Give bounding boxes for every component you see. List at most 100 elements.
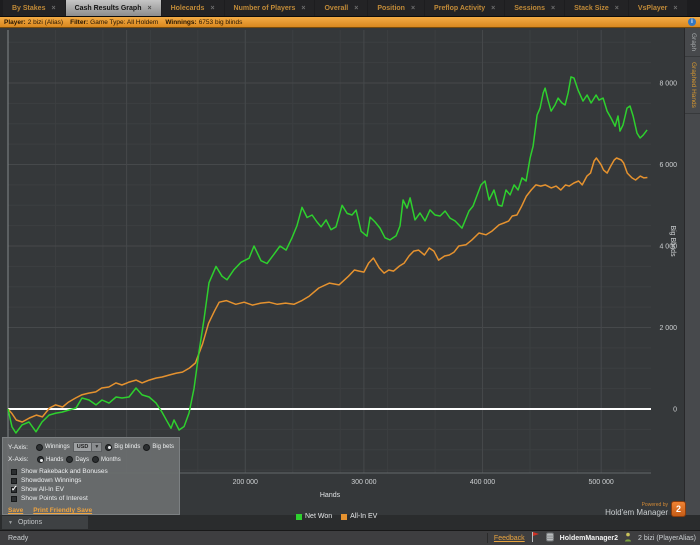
- all-in-ev-label: All-In EV: [350, 513, 378, 520]
- graph-options-panel: Y-Axis: Winnings USD ▼ Big blinds Big bets X…: [2, 437, 180, 515]
- x-axis-radio-days[interactable]: [66, 456, 74, 463]
- feedback-link[interactable]: Feedback: [493, 534, 525, 542]
- checkbox-row: ✓ Show All-In EV: [8, 483, 174, 494]
- x-axis-radio-hands[interactable]: [37, 456, 44, 463]
- tab-position[interactable]: Position ×: [368, 0, 425, 16]
- tab-holecards[interactable]: Holecards ×: [161, 0, 224, 16]
- radio-label: Days: [75, 456, 90, 463]
- checkbox-show-all-in-ev[interactable]: ✓: [11, 483, 18, 493]
- close-icon[interactable]: ×: [410, 4, 416, 12]
- tab-preflop-activity[interactable]: Preflop Activity ×: [425, 0, 505, 16]
- radio-label: Winnings: [45, 444, 70, 450]
- close-icon[interactable]: ×: [147, 4, 152, 12]
- tab-label: Overall: [324, 4, 349, 12]
- checkbox-row: Show Points of Interest: [8, 494, 174, 503]
- tab-label: Preflop Activity: [434, 4, 486, 12]
- svg-text:300 000: 300 000: [351, 479, 376, 486]
- player-value: 2 bizi (Alias): [27, 18, 64, 26]
- svg-text:8 000: 8 000: [659, 81, 677, 88]
- check-icon: ✓: [11, 483, 18, 493]
- checkbox-show-points-of-interest[interactable]: [11, 495, 17, 502]
- player-label: Player:: [4, 18, 26, 26]
- close-icon[interactable]: ×: [550, 4, 556, 12]
- checkbox-label: Show Points of Interest: [21, 495, 88, 502]
- tab-graphed-hands-vertical[interactable]: Graphed Hands: [685, 57, 700, 114]
- options-collapse-tab[interactable]: ▼ Options: [2, 516, 88, 529]
- tab-vsplayer[interactable]: VsPlayer ×: [628, 0, 687, 16]
- close-icon[interactable]: ×: [51, 4, 56, 12]
- checkbox-label: Show All-In EV: [21, 486, 64, 493]
- tab-graph-vertical[interactable]: Graph: [685, 28, 700, 58]
- svg-text:0: 0: [673, 407, 677, 414]
- tab-label: Cash Results Graph: [74, 4, 142, 12]
- tab-label: VsPlayer: [637, 4, 668, 12]
- x-axis-radio-months[interactable]: [92, 456, 100, 463]
- info-icon[interactable]: i: [688, 18, 696, 26]
- svg-text:200 000: 200 000: [233, 479, 258, 486]
- tab-sessions[interactable]: Sessions ×: [505, 0, 565, 16]
- y-axis-radio-winnings[interactable]: [36, 443, 44, 451]
- status-right-group: Feedback HoldemManager2 2 bizi (PlayerAl…: [486, 532, 700, 544]
- powered-by-line: Powered by: [641, 501, 668, 508]
- save-link[interactable]: Save: [8, 507, 24, 514]
- radio-label: Big blinds: [114, 444, 141, 450]
- flag-icon: [531, 532, 540, 544]
- net-won-swatch: [296, 513, 302, 520]
- status-ready-text: Ready: [8, 534, 29, 542]
- checkbox-show-rakeback-and-bonuses[interactable]: [11, 468, 17, 475]
- currency-value: USD: [72, 442, 93, 452]
- close-icon[interactable]: ×: [673, 4, 678, 12]
- checkbox-label: Show Rakeback and Bonuses: [21, 468, 108, 475]
- legend-item-net-won: Net Won: [296, 513, 332, 520]
- tab-by-stakes[interactable]: By Stakes ×: [3, 0, 65, 16]
- tab-number-of-players[interactable]: Number of Players ×: [224, 0, 315, 16]
- close-icon[interactable]: ×: [210, 4, 215, 12]
- app-name-text: HoldemManager2: [559, 534, 619, 542]
- radio-label: Hands: [46, 456, 64, 463]
- options-tab-label: Options: [17, 519, 43, 526]
- checkbox-showdown-winnings[interactable]: [11, 477, 17, 484]
- y-axis-label: Y-Axis:: [8, 443, 28, 451]
- checkbox-option-list: Show Rakeback and Bonuses Showdown Winnin…: [8, 467, 174, 503]
- checkbox-label: Showdown Winnings: [21, 477, 82, 484]
- powered-by-text: Powered by Hold'em Manager: [605, 502, 668, 517]
- close-icon[interactable]: ×: [354, 4, 359, 12]
- y-axis-radio-big-blinds[interactable]: [105, 443, 113, 451]
- chart-legend: Net Won All-In EV: [296, 513, 377, 520]
- tab-cash-results-graph[interactable]: Cash Results Graph ×: [65, 0, 161, 16]
- x-axis-option-row: X-Axis: Hands Days Months: [8, 456, 174, 463]
- svg-text:Big Blinds: Big Blinds: [669, 225, 676, 257]
- radio-label: Big bets: [152, 444, 174, 450]
- svg-text:2 000: 2 000: [659, 325, 677, 332]
- chevron-down-icon[interactable]: ▼: [92, 442, 103, 452]
- winnings-value: 6753 big blinds: [198, 18, 243, 26]
- player-filter-bar: Player: 2 bizi (Alias) Filter: Game Type…: [0, 16, 700, 28]
- close-icon[interactable]: ×: [491, 4, 496, 12]
- close-icon[interactable]: ×: [301, 4, 306, 12]
- net-won-label: Net Won: [305, 513, 333, 520]
- tab-label: Position: [377, 4, 405, 12]
- radio-label: Months: [101, 456, 121, 463]
- tab-overall[interactable]: Overall ×: [315, 0, 368, 16]
- svg-text:500 000: 500 000: [589, 479, 614, 486]
- filter-label: Filter:: [70, 18, 89, 26]
- y-axis-option-row: Y-Axis: Winnings USD ▼ Big blinds Big bets: [8, 442, 174, 452]
- chevron-down-icon: ▼: [8, 519, 13, 526]
- y-axis-radio-big-bets[interactable]: [143, 443, 151, 451]
- legend-item-all-in-ev: All-In EV: [341, 513, 377, 520]
- hm2-logo-badge: 2: [671, 501, 686, 517]
- currency-dropdown[interactable]: USD ▼: [72, 442, 103, 452]
- divider: [486, 533, 488, 543]
- tab-stack-size[interactable]: Stack Size ×: [565, 0, 628, 16]
- bottom-strip: [0, 515, 700, 530]
- status-bar: Ready Feedback HoldemManager2 2 bizi (Pl…: [0, 530, 700, 545]
- svg-text:4 000: 4 000: [659, 244, 677, 251]
- winnings-label: Winnings:: [165, 18, 197, 26]
- results-line-chart: 0 2 000 4 000 6 000 8 000 Big Blinds 200 000 30…: [7, 30, 677, 499]
- close-icon[interactable]: ×: [614, 4, 619, 12]
- right-side-tab-strip: Graph Graphed Hands: [684, 28, 700, 530]
- print-friendly-save-link[interactable]: Print Friendly Save: [33, 507, 93, 514]
- svg-text:400 000: 400 000: [470, 479, 495, 486]
- svg-text:6 000: 6 000: [659, 162, 677, 169]
